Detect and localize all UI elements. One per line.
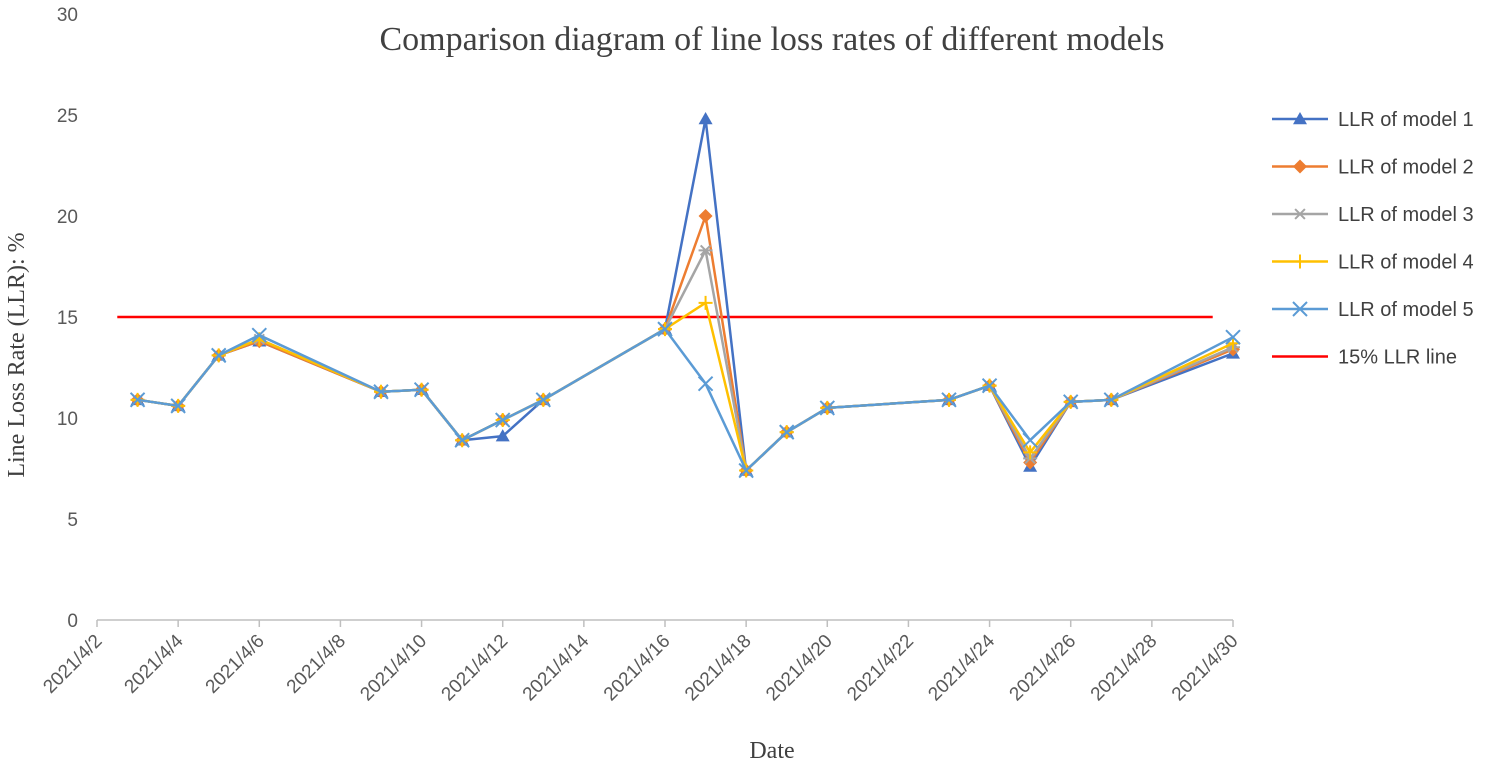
series-line — [137, 301, 1234, 472]
data-point — [1022, 432, 1038, 448]
x-tick-label: 2021/4/28 — [1087, 631, 1162, 706]
y-tick-label: 5 — [67, 510, 78, 531]
data-point — [819, 400, 835, 416]
y-tick-label: 25 — [57, 106, 78, 127]
legend-label: LLR of model 5 — [1338, 299, 1474, 321]
legend-label: LLR of model 4 — [1338, 252, 1474, 274]
series-line — [137, 249, 1234, 472]
legend-label: LLR of model 3 — [1338, 204, 1474, 226]
legend-marker — [1292, 301, 1308, 317]
legend-label: LLR of model 2 — [1338, 157, 1474, 179]
series-line — [137, 214, 1234, 472]
data-point — [1225, 329, 1241, 345]
data-point — [941, 392, 957, 408]
legend-marker — [1293, 254, 1307, 269]
data-point — [779, 424, 795, 440]
x-tick-label: 2021/4/12 — [438, 631, 513, 706]
legend-marker — [1293, 208, 1307, 220]
y-tick-label: 0 — [67, 611, 78, 632]
x-tick-label: 2021/4/18 — [681, 631, 756, 706]
data-point — [211, 347, 227, 364]
series-model-2 — [130, 209, 1240, 478]
data-point — [1063, 394, 1079, 410]
x-tick-label: 2021/4/24 — [924, 630, 999, 705]
y-tick-label: 15 — [57, 308, 78, 329]
x-tick-label: 2021/4/6 — [202, 631, 269, 698]
data-point — [1023, 445, 1038, 460]
data-point — [981, 377, 998, 394]
data-point — [698, 295, 713, 310]
legend-item-reference: 15% LLR line — [1272, 347, 1457, 369]
chart-title: Comparison diagram of line loss rates of… — [380, 21, 1165, 58]
plot-area — [117, 112, 1241, 479]
legend-marker — [1293, 112, 1307, 125]
data-point — [251, 327, 267, 343]
x-tick-label: 2021/4/22 — [843, 631, 918, 706]
x-tick-label: 2021/4/20 — [762, 631, 837, 706]
series-line — [137, 327, 1234, 472]
data-point — [698, 209, 713, 223]
x-tick-label: 2021/4/8 — [283, 631, 350, 698]
legend-item-model-2: LLR of model 2 — [1272, 157, 1474, 179]
data-point — [738, 462, 754, 479]
series-model-1 — [130, 112, 1240, 476]
x-tick-label: 2021/4/14 — [519, 630, 594, 705]
series-model-3 — [130, 244, 1240, 477]
legend-item-model-1: LLR of model 1 — [1272, 109, 1474, 131]
data-point — [454, 432, 470, 448]
data-point — [495, 429, 510, 442]
data-point — [373, 384, 389, 400]
legend-marker — [1293, 159, 1307, 174]
data-point — [657, 321, 673, 337]
series-model-5 — [129, 321, 1241, 479]
x-tick-label: 2021/4/2 — [39, 631, 106, 698]
x-axis-label: Date — [749, 738, 794, 764]
data-point — [413, 382, 430, 398]
data-point — [697, 375, 714, 392]
legend-item-model-5: LLR of model 5 — [1272, 299, 1474, 321]
data-point — [1103, 392, 1119, 408]
y-tick-label: 10 — [57, 409, 78, 430]
data-point — [129, 392, 146, 408]
y-tick-label: 20 — [57, 207, 78, 228]
x-tick-label: 2021/4/10 — [356, 631, 431, 706]
x-tick-label: 2021/4/30 — [1168, 631, 1243, 706]
data-point — [698, 244, 713, 256]
y-tick-label: 30 — [57, 5, 78, 26]
data-point — [535, 392, 551, 408]
legend-item-model-3: LLR of model 3 — [1272, 204, 1474, 226]
data-point — [170, 398, 186, 414]
series-line — [137, 117, 1234, 472]
y-axis-label: Line Loss Rate (LLR): % — [4, 232, 30, 477]
x-tick-label: 2021/4/26 — [1006, 631, 1081, 706]
x-tick-label: 2021/4/16 — [600, 631, 675, 706]
legend-label: LLR of model 1 — [1338, 109, 1474, 131]
data-point — [495, 412, 511, 428]
legend-label: 15% LLR line — [1338, 347, 1457, 369]
data-point — [698, 112, 713, 125]
legend: LLR of model 1 LLR of model 2 LLR of model… — [1272, 109, 1474, 369]
legend-item-model-4: LLR of model 4 — [1272, 252, 1474, 274]
series-model-4 — [130, 295, 1240, 478]
x-tick-label: 2021/4/4 — [121, 630, 188, 697]
